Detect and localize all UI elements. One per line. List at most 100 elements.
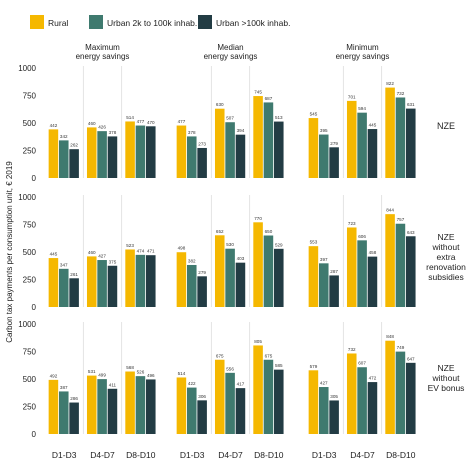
- bar-value-label: 460: [88, 121, 96, 126]
- bar: [97, 260, 107, 307]
- bar: [263, 359, 274, 434]
- bar: [214, 108, 225, 178]
- bar-value-label: 492: [50, 373, 58, 378]
- bar-value-label: 749: [397, 345, 405, 350]
- bar-value-label: 526: [137, 370, 145, 375]
- bar-value-label: 687: [265, 96, 273, 101]
- x-tick-label: D1-D3: [180, 450, 205, 460]
- bar-value-label: 378: [188, 130, 196, 135]
- bar: [69, 278, 79, 307]
- bar-value-label: 442: [50, 123, 58, 128]
- bar-value-label: 805: [254, 339, 262, 344]
- bar-value-label: 652: [216, 229, 224, 234]
- bar: [406, 236, 416, 307]
- bar-value-label: 472: [369, 376, 377, 381]
- bar: [58, 268, 69, 307]
- bar-value-label: 507: [226, 116, 234, 121]
- bar-value-label: 531: [88, 369, 96, 374]
- bar: [48, 379, 59, 434]
- bar-value-label: 427: [98, 254, 106, 259]
- bar-value-label: 732: [397, 91, 405, 96]
- bar-value-label: 411: [109, 382, 117, 387]
- bar: [367, 129, 378, 178]
- bar-value-label: 647: [407, 356, 415, 361]
- bar: [86, 256, 97, 307]
- bar: [107, 265, 118, 307]
- bar-value-label: 458: [369, 250, 377, 255]
- bar: [176, 377, 187, 434]
- y-tick-label: 750: [23, 348, 37, 357]
- bar: [274, 248, 284, 307]
- bar-value-label: 426: [98, 125, 106, 130]
- bar-value-label: 378: [109, 130, 117, 135]
- bar: [263, 102, 274, 178]
- y-tick-label: 1000: [18, 64, 36, 73]
- bar-value-label: 675: [265, 353, 273, 358]
- bar: [274, 369, 284, 434]
- bar-value-label: 427: [320, 381, 328, 386]
- bar-value-label: 529: [275, 242, 283, 247]
- y-tick-label: 500: [23, 119, 37, 128]
- y-tick-label: 500: [23, 375, 37, 384]
- bar-value-label: 701: [348, 94, 356, 99]
- bar: [186, 264, 197, 307]
- bar-value-label: 287: [330, 269, 338, 274]
- bar-value-label: 375: [109, 259, 117, 264]
- bar: [346, 100, 357, 178]
- x-tick-label: D4-D7: [350, 450, 375, 460]
- bar-value-label: 556: [226, 366, 234, 371]
- bar: [274, 121, 284, 178]
- bar: [395, 223, 406, 307]
- row-label-1: subsidies: [428, 272, 463, 282]
- bar-value-label: 347: [60, 262, 68, 267]
- bar-value-label: 553: [310, 240, 318, 245]
- bar-value-label: 382: [188, 258, 196, 263]
- bar: [318, 134, 329, 178]
- bar-value-label: 499: [98, 373, 106, 378]
- bar-value-label: 594: [358, 106, 366, 111]
- bar: [135, 376, 146, 434]
- bar: [97, 379, 107, 434]
- bar-value-label: 606: [358, 234, 366, 239]
- bar: [176, 125, 187, 178]
- bar-value-label: 498: [178, 246, 186, 251]
- row-label-1: NZE: [438, 232, 455, 242]
- bar-value-label: 342: [60, 134, 68, 139]
- bar: [318, 387, 329, 434]
- bar-value-label: 417: [237, 382, 245, 387]
- bar-value-label: 822: [386, 81, 394, 86]
- bar: [225, 372, 235, 434]
- bar: [308, 118, 319, 178]
- bar: [107, 388, 118, 434]
- row-label-2: EV bonus: [428, 383, 465, 393]
- bar-value-label: 261: [70, 272, 78, 277]
- bar-value-label: 460: [88, 250, 96, 255]
- bar: [263, 235, 274, 307]
- column-header-1: energy savings: [204, 52, 258, 61]
- legend-label-2: Urban >100k inhab.: [216, 18, 290, 28]
- row-label-2: without: [432, 373, 461, 383]
- bar: [329, 400, 339, 434]
- bar: [318, 263, 329, 307]
- y-tick-label: 500: [23, 248, 37, 257]
- y-tick-label: 0: [32, 430, 37, 439]
- y-tick-label: 750: [23, 92, 37, 101]
- bar-value-label: 514: [126, 115, 134, 120]
- x-tick-label: D8-D10: [126, 450, 156, 460]
- bar: [253, 222, 263, 307]
- y-tick-label: 1000: [18, 320, 36, 329]
- bar-value-label: 513: [275, 115, 283, 120]
- bar-value-label: 723: [348, 221, 356, 226]
- y-tick-label: 250: [23, 147, 37, 156]
- bar-value-label: 514: [178, 371, 186, 376]
- bar-value-label: 675: [216, 353, 224, 358]
- bar: [146, 379, 156, 434]
- legend-label-1: Urban 2k to 100k inhab.: [107, 18, 197, 28]
- bar: [385, 340, 395, 434]
- bar-value-label: 403: [237, 256, 245, 261]
- bar: [395, 351, 406, 434]
- bar-value-label: 471: [147, 249, 155, 254]
- bar-value-label: 545: [310, 112, 318, 117]
- bar-value-label: 279: [330, 141, 338, 146]
